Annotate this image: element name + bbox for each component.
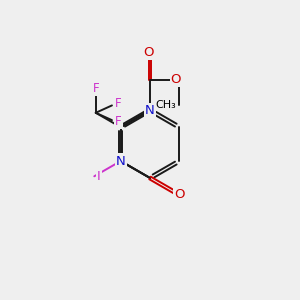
Text: N: N <box>116 154 126 167</box>
Text: N: N <box>145 104 155 117</box>
Text: F: F <box>92 82 99 95</box>
Text: F: F <box>115 115 122 128</box>
Text: O: O <box>143 46 154 59</box>
Text: F: F <box>115 98 122 110</box>
Text: CH₃: CH₃ <box>155 100 176 110</box>
Text: O: O <box>171 73 181 86</box>
Text: I: I <box>97 170 101 183</box>
Text: O: O <box>174 188 184 201</box>
